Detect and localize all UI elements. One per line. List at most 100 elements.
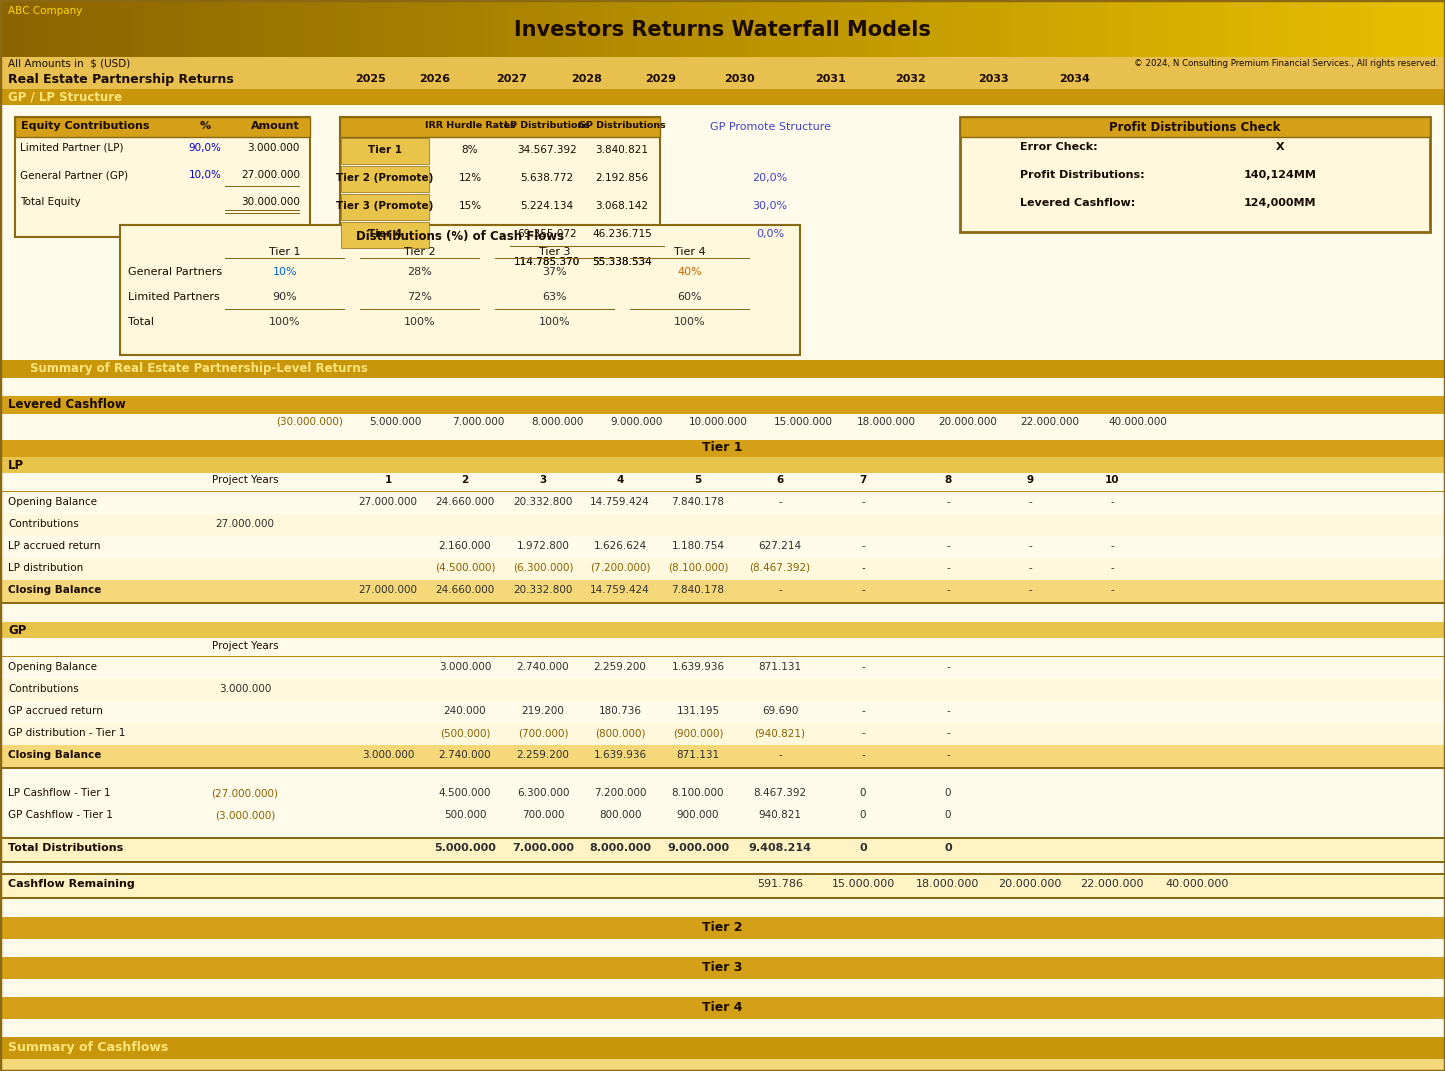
Text: Tier 3: Tier 3 bbox=[702, 961, 743, 974]
Bar bbox=[1325, 0, 1338, 57]
Bar bbox=[1108, 0, 1121, 57]
Text: 3.000.000: 3.000.000 bbox=[361, 750, 415, 760]
Text: -: - bbox=[946, 728, 949, 738]
Text: ABC Company: ABC Company bbox=[9, 6, 82, 16]
Text: -: - bbox=[1029, 541, 1032, 550]
Bar bbox=[819, 0, 832, 57]
Text: 1.626.624: 1.626.624 bbox=[594, 541, 646, 550]
Bar bbox=[0, 769, 1445, 783]
Text: GP Promote Structure: GP Promote Structure bbox=[709, 122, 831, 132]
Text: 10: 10 bbox=[1105, 476, 1120, 485]
Text: (900.000): (900.000) bbox=[673, 728, 724, 738]
Bar bbox=[1011, 0, 1025, 57]
Text: 2032: 2032 bbox=[894, 74, 925, 84]
Text: 40.000.000: 40.000.000 bbox=[1108, 417, 1168, 427]
Text: 3.000.000: 3.000.000 bbox=[247, 144, 301, 153]
Text: 22.000.000: 22.000.000 bbox=[1081, 879, 1144, 889]
Text: (27.000.000): (27.000.000) bbox=[211, 788, 279, 798]
Text: 2029: 2029 bbox=[646, 74, 676, 84]
Text: 9.408.214: 9.408.214 bbox=[749, 843, 812, 853]
Bar bbox=[0, 432, 1445, 440]
Bar bbox=[1253, 0, 1266, 57]
Bar bbox=[542, 0, 555, 57]
Text: 124,000MM: 124,000MM bbox=[1244, 198, 1316, 208]
Bar bbox=[0, 604, 1445, 622]
Text: Summary of Real Estate Partnership-Level Returns: Summary of Real Estate Partnership-Level… bbox=[30, 362, 367, 375]
Text: 27.000.000: 27.000.000 bbox=[358, 497, 418, 507]
Bar bbox=[0, 702, 1445, 723]
Bar bbox=[0, 638, 1445, 657]
Text: Tier 3 (Promote): Tier 3 (Promote) bbox=[337, 201, 434, 211]
Bar bbox=[1181, 0, 1194, 57]
Text: Contributions: Contributions bbox=[9, 684, 78, 694]
Bar bbox=[0, 679, 1445, 702]
Text: -: - bbox=[861, 541, 866, 550]
Bar bbox=[434, 0, 447, 57]
Text: Tier 4: Tier 4 bbox=[702, 1001, 743, 1014]
Bar bbox=[1312, 0, 1325, 57]
Text: Investors Returns Waterfall Models: Investors Returns Waterfall Models bbox=[513, 20, 931, 40]
Bar bbox=[496, 310, 616, 311]
Text: LP Distributions: LP Distributions bbox=[504, 121, 590, 130]
Text: Opening Balance: Opening Balance bbox=[9, 662, 97, 672]
Bar bbox=[711, 0, 724, 57]
Bar bbox=[496, 258, 616, 259]
Bar bbox=[1204, 0, 1217, 57]
Text: 131.195: 131.195 bbox=[676, 706, 720, 716]
Bar bbox=[1036, 0, 1049, 57]
Bar bbox=[510, 246, 665, 247]
Text: 1.972.800: 1.972.800 bbox=[516, 541, 569, 550]
Text: 46.236.715: 46.236.715 bbox=[592, 229, 652, 239]
Text: 7.000.000: 7.000.000 bbox=[452, 417, 504, 427]
Text: -: - bbox=[861, 750, 866, 760]
Bar bbox=[806, 0, 819, 57]
Bar bbox=[1300, 0, 1314, 57]
Bar bbox=[1084, 0, 1097, 57]
Bar bbox=[0, 491, 1445, 493]
Text: Tier 4: Tier 4 bbox=[675, 247, 705, 257]
Text: -: - bbox=[1029, 563, 1032, 573]
Text: (7.200.000): (7.200.000) bbox=[590, 563, 650, 573]
Text: Tier 1: Tier 1 bbox=[269, 247, 301, 257]
Bar bbox=[0, 839, 1445, 861]
Text: 940.821: 940.821 bbox=[759, 810, 802, 820]
Text: 240.000: 240.000 bbox=[444, 706, 487, 716]
Bar bbox=[277, 0, 290, 57]
Bar bbox=[325, 0, 338, 57]
Bar bbox=[314, 0, 327, 57]
Text: 9: 9 bbox=[1026, 476, 1033, 485]
Bar bbox=[0, 897, 1445, 899]
Text: 10.000.000: 10.000.000 bbox=[689, 417, 747, 427]
Bar bbox=[225, 213, 301, 214]
Bar bbox=[1168, 0, 1181, 57]
Bar bbox=[301, 0, 314, 57]
Bar bbox=[156, 0, 169, 57]
Text: (940.821): (940.821) bbox=[754, 728, 805, 738]
Bar bbox=[614, 0, 627, 57]
Text: 700.000: 700.000 bbox=[522, 810, 564, 820]
Text: 2026: 2026 bbox=[419, 74, 451, 84]
Bar bbox=[855, 0, 868, 57]
Bar bbox=[25, 0, 38, 57]
Text: 3.840.821: 3.840.821 bbox=[595, 145, 649, 155]
Bar bbox=[0, 580, 1445, 602]
Bar bbox=[590, 0, 603, 57]
Text: 500.000: 500.000 bbox=[444, 810, 487, 820]
Bar bbox=[0, 57, 1445, 72]
Text: (30.000.000): (30.000.000) bbox=[276, 417, 344, 427]
Text: LP accrued return: LP accrued return bbox=[9, 541, 101, 550]
Bar bbox=[470, 0, 483, 57]
Text: 18.000.000: 18.000.000 bbox=[857, 417, 916, 427]
Bar bbox=[120, 225, 801, 355]
Bar bbox=[747, 0, 760, 57]
Text: 55.338.534: 55.338.534 bbox=[592, 257, 652, 267]
Text: 27.000.000: 27.000.000 bbox=[358, 585, 418, 595]
Text: 7.000.000: 7.000.000 bbox=[512, 843, 574, 853]
Bar bbox=[959, 117, 1431, 137]
Bar bbox=[0, 899, 1445, 917]
Text: 7: 7 bbox=[860, 476, 867, 485]
Bar bbox=[397, 0, 410, 57]
Bar bbox=[1192, 0, 1205, 57]
Bar bbox=[1156, 0, 1169, 57]
Text: 0: 0 bbox=[860, 810, 866, 820]
